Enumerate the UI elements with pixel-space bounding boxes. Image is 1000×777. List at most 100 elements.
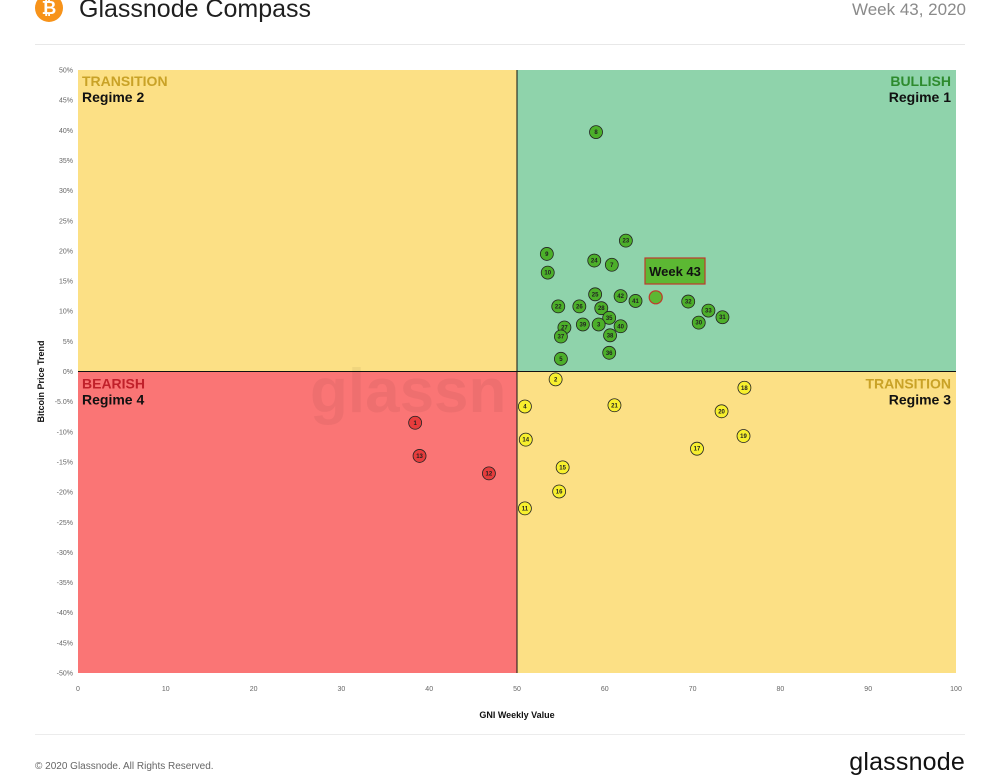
week-point-10 xyxy=(540,265,555,280)
x-tick-label: 100 xyxy=(950,686,962,693)
week-point-label-33: 33 xyxy=(705,309,712,315)
week-point-12 xyxy=(482,466,496,481)
week-point-label-2: 2 xyxy=(554,377,558,383)
week-point-label-17: 17 xyxy=(694,447,701,453)
quadrant-title-bottom-left: BEARISH xyxy=(82,376,145,392)
quadrant-subtitle-bottom-right: Regime 3 xyxy=(889,392,951,408)
week-point-18 xyxy=(737,380,752,395)
week-point-label-15: 15 xyxy=(559,465,566,471)
x-tick-label: 80 xyxy=(777,686,785,693)
week-point-36 xyxy=(602,345,617,360)
week-point-23 xyxy=(618,233,633,248)
y-tick-label: -20% xyxy=(57,490,73,497)
quadrant-title-bottom-right: TRANSITION xyxy=(865,376,951,392)
quadrant-bottom-left xyxy=(78,371,517,673)
week-point-42 xyxy=(613,289,628,304)
week-point-4 xyxy=(518,399,532,414)
week-point-38 xyxy=(603,328,617,343)
y-tick-label: -35% xyxy=(57,580,73,587)
week-point-30 xyxy=(691,315,706,330)
y-tick-label: -10% xyxy=(57,429,73,436)
week-point-label-32: 32 xyxy=(685,300,692,306)
week-point-16 xyxy=(552,484,567,499)
x-tick-label: 70 xyxy=(689,686,697,693)
x-tick-label: 0 xyxy=(76,686,80,693)
week-point-label-21: 21 xyxy=(611,403,618,409)
week-point-label-22: 22 xyxy=(555,304,562,310)
week-point-19 xyxy=(736,429,751,443)
week-point-label-11: 11 xyxy=(522,506,529,512)
copyright-text: © 2020 Glassnode. All Rights Reserved. xyxy=(35,761,214,772)
week-point-label-42: 42 xyxy=(617,294,624,300)
y-tick-label: -5.0% xyxy=(55,399,73,406)
week-point-39 xyxy=(575,317,590,332)
week-point-label-13: 13 xyxy=(416,454,423,460)
week-point-label-19: 19 xyxy=(740,434,747,440)
week-point-label-14: 14 xyxy=(522,438,529,444)
y-tick-label: 30% xyxy=(59,188,73,195)
week-point-label-7: 7 xyxy=(610,263,614,269)
week-point-35 xyxy=(602,310,617,325)
current-week-point xyxy=(648,290,663,305)
week-point-label-27: 27 xyxy=(561,325,568,331)
watermark: glassn xyxy=(310,357,506,426)
y-tick-label: -25% xyxy=(57,520,73,527)
week-point-label-35: 35 xyxy=(606,316,613,322)
quadrant-subtitle-top-right: Regime 1 xyxy=(889,89,951,105)
week-point-13 xyxy=(412,449,427,463)
week-point-5 xyxy=(554,351,568,366)
week-point-3 xyxy=(591,317,606,332)
header-divider xyxy=(35,44,965,45)
y-tick-label: 25% xyxy=(59,218,73,225)
week-point-label-41: 41 xyxy=(632,299,639,305)
x-tick-label: 60 xyxy=(601,686,609,693)
week-point-label-36: 36 xyxy=(606,351,613,357)
week-point-11 xyxy=(518,501,532,516)
week-point-14 xyxy=(518,432,533,447)
week-point-label-26: 26 xyxy=(576,304,583,310)
y-axis-title: Bitcoin Price Trend xyxy=(36,340,46,422)
quadrant-bottom-right xyxy=(517,371,956,673)
quadrant-title-top-right: BULLISH xyxy=(890,73,951,89)
y-tick-label: 45% xyxy=(59,98,73,105)
y-tick-label: 10% xyxy=(59,309,73,316)
x-tick-label: 90 xyxy=(864,686,872,693)
quadrant-subtitle-bottom-left: Regime 4 xyxy=(82,392,144,408)
week-point-label-31: 31 xyxy=(719,315,726,321)
week-label: Week 43, 2020 xyxy=(851,0,966,19)
week-point-label-12: 12 xyxy=(486,471,493,477)
week-point-label-23: 23 xyxy=(623,239,630,245)
y-tick-label: 0% xyxy=(63,369,73,376)
footer-divider xyxy=(35,734,965,735)
week-point-label-4: 4 xyxy=(523,404,527,410)
x-tick-label: 10 xyxy=(162,686,170,693)
week-point-9 xyxy=(539,247,554,261)
week-point-label-39: 39 xyxy=(580,322,587,328)
week-point-32 xyxy=(681,294,696,309)
quadrant-title-top-left: TRANSITION xyxy=(82,73,168,89)
week-point-41 xyxy=(628,294,643,308)
week-point-15 xyxy=(555,460,570,475)
y-tick-label: -15% xyxy=(57,459,73,466)
week-point-label-1: 1 xyxy=(413,421,417,427)
week-point-label-5: 5 xyxy=(559,357,563,363)
week-point-label-37: 37 xyxy=(558,335,565,341)
week-point-label-25: 25 xyxy=(592,292,599,298)
week-point-label-30: 30 xyxy=(695,321,702,327)
y-tick-label: 35% xyxy=(59,158,73,165)
week-point-25 xyxy=(588,287,603,302)
week-point-label-28: 28 xyxy=(598,306,605,312)
week-point-label-16: 16 xyxy=(556,489,563,495)
y-tick-label: -30% xyxy=(57,550,73,557)
week-point-2 xyxy=(548,372,563,387)
quadrant-top-left xyxy=(78,70,517,372)
week-point-1 xyxy=(408,415,423,430)
week-point-24 xyxy=(587,253,602,268)
bitcoin-icon: ₿ xyxy=(35,0,63,22)
x-tick-label: 40 xyxy=(425,686,433,693)
week-point-label-38: 38 xyxy=(607,333,614,339)
week-point-label-9: 9 xyxy=(545,252,549,258)
week-point-26 xyxy=(572,299,587,314)
week-point-7 xyxy=(604,257,619,272)
week-point-40 xyxy=(613,319,628,334)
